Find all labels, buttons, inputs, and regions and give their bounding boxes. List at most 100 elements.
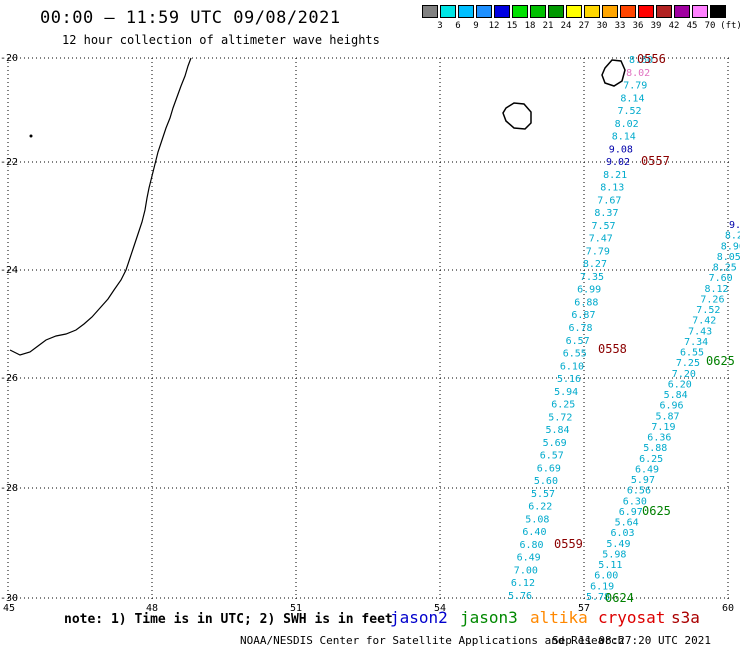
- legend-swatch: [566, 5, 582, 18]
- legend-label: 33: [614, 21, 626, 31]
- lat-tick-label: -28: [0, 483, 18, 494]
- satellite-cryosat: cryosat: [598, 608, 666, 627]
- swh-value: 5.08: [525, 514, 549, 525]
- swh-value: 7.20: [672, 369, 696, 380]
- swh-value: 8.60: [629, 55, 653, 66]
- swh-value: 7.19: [651, 422, 675, 433]
- swh-value: 6.55: [563, 349, 587, 360]
- swh-value: 7.26: [700, 294, 724, 305]
- legend-label: 12: [488, 21, 500, 31]
- page-title: 00:00 – 11:59 UTC 09/08/2021: [40, 8, 341, 28]
- swh-value: 5.88: [643, 443, 667, 454]
- legend-label: 27: [578, 21, 590, 31]
- swh-value: 6.56: [627, 486, 651, 497]
- swh-value: 5.57: [531, 489, 555, 500]
- swh-value: 5.69: [543, 438, 567, 449]
- legend-swatch: [584, 5, 600, 18]
- swh-value: 5.94: [554, 387, 578, 398]
- pass-time-label: 0625: [706, 354, 735, 368]
- legend-swatch: [458, 5, 474, 18]
- lat-lon-grid: [7, 57, 730, 600]
- swh-value: 8.14: [620, 93, 644, 104]
- swh-value: 5.98: [602, 550, 626, 561]
- pass-time-label: 0557: [641, 154, 670, 168]
- swh-value: 6.20: [668, 379, 692, 390]
- swh-value: 6.99: [577, 285, 601, 296]
- swh-value: 8.14: [612, 132, 636, 143]
- legend-swatch: [692, 5, 708, 18]
- lat-tick-label: -30: [0, 593, 18, 604]
- footer-credit: NOAA/NESDIS Center for Satellite Applica…: [240, 634, 625, 647]
- legend-label: 36: [632, 21, 644, 31]
- swh-value: 7.79: [623, 81, 647, 92]
- swh-track-b: 9.8.28.908.058.257.608.127.267.527.427.4…: [586, 220, 740, 603]
- lat-tick-label: -24: [0, 265, 18, 276]
- legend-label: 39: [650, 21, 662, 31]
- pass-time-label: 0556: [637, 52, 666, 66]
- swh-value: 7.60: [709, 273, 733, 284]
- swh-value: 5.84: [546, 425, 570, 436]
- legend-label: 18: [524, 21, 536, 31]
- pass-time-labels: 0556 0557 0558 0559 0625 0625 0624: [554, 52, 735, 605]
- legend-label: 70: [704, 21, 716, 31]
- swh-value: 7.52: [696, 305, 720, 316]
- swh-value: 6.49: [635, 465, 659, 476]
- legend-label: 3: [437, 21, 443, 31]
- small-island: [29, 134, 33, 138]
- legend-swatch: [656, 5, 672, 18]
- swh-value: 6.19: [590, 581, 614, 592]
- swh-value: 5.87: [656, 411, 680, 422]
- lat-tick-label: -20: [0, 53, 18, 64]
- swh-value: 6.03: [611, 528, 635, 539]
- swh-value: 8.37: [594, 208, 618, 219]
- swh-value: 9.: [729, 220, 740, 231]
- lon-tick-label: 57: [578, 603, 590, 614]
- swh-value: 7.57: [592, 221, 616, 232]
- legend-swatch: [710, 5, 726, 18]
- swh-value: 8.13: [600, 183, 624, 194]
- swh-value: 7.52: [618, 106, 642, 117]
- swh-value: 6.78: [569, 323, 593, 334]
- satellite-s3a: s3a: [671, 608, 700, 627]
- note-text: note: 1) Time is in UTC; 2) SWH is in fe…: [64, 612, 393, 627]
- swh-value: 6.69: [537, 463, 561, 474]
- legend-swatch: [494, 5, 510, 18]
- swh-value: 7.42: [692, 316, 716, 327]
- swh-value: 7.47: [589, 234, 613, 245]
- swh-value: 7.25: [676, 358, 700, 369]
- satellite-altika: altika: [530, 608, 588, 627]
- swh-value: 7.00: [514, 566, 538, 577]
- legend-swatch: [674, 5, 690, 18]
- swh-value: 6.25: [639, 454, 663, 465]
- legend-swatch: [422, 5, 438, 18]
- legend-swatch: [620, 5, 636, 18]
- reunion-island: [601, 59, 626, 87]
- swh-value: 7.67: [597, 195, 621, 206]
- legend-swatch: [602, 5, 618, 18]
- lon-tick-label: 60: [722, 603, 734, 614]
- legend-label: 15: [506, 21, 518, 31]
- swh-value: 6.80: [520, 540, 544, 551]
- swh-value: 5.97: [631, 475, 655, 486]
- swh-value: 5.84: [664, 390, 688, 401]
- swh-value: 5.49: [606, 539, 630, 550]
- swh-value: 7.34: [684, 337, 708, 348]
- swh-value: 7.43: [688, 326, 712, 337]
- legend-label: 6: [455, 21, 461, 31]
- satellite-jason3: jason3: [460, 608, 518, 627]
- swh-value: 5.76: [508, 591, 532, 602]
- lon-tick-label: 51: [290, 603, 302, 614]
- lon-tick-label: 45: [3, 603, 15, 614]
- swh-value: 8.21: [603, 170, 627, 181]
- swh-value: 5.72: [548, 412, 572, 423]
- mauritius-island: [502, 102, 532, 130]
- swh-value: 6.88: [574, 298, 598, 309]
- satellite-jason2: jason2: [390, 608, 448, 627]
- legend-swatch: [638, 5, 654, 18]
- swh-track-a: 8.608.027.798.147.528.028.149.089.028.21…: [508, 55, 653, 602]
- swh-value: 6.96: [660, 401, 684, 412]
- lat-tick-label: -26: [0, 373, 18, 384]
- pass-time-label: 0559: [554, 537, 583, 551]
- page-subtitle: 12 hour collection of altimeter wave hei…: [62, 33, 380, 47]
